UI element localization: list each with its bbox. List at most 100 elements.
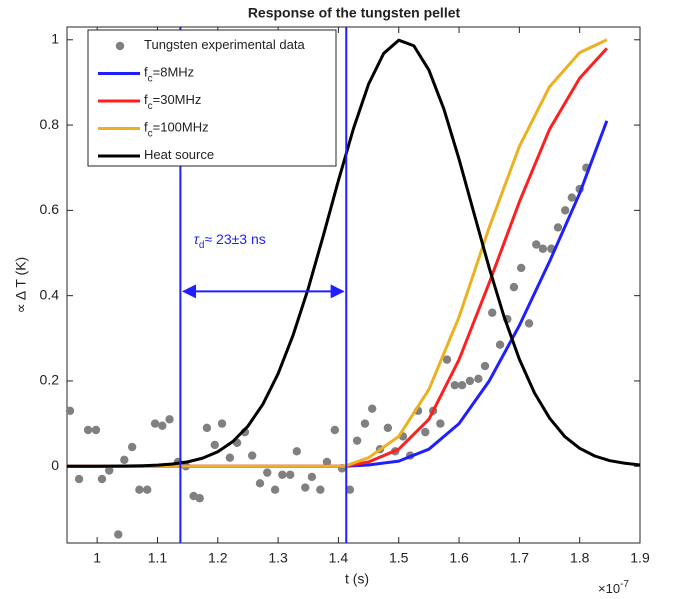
data-point [383,423,393,433]
x-tick-label: 1.9 [630,550,650,566]
annotation-sub: d [199,240,205,251]
data-point [210,440,219,450]
data-point [120,455,129,465]
data-point [538,244,548,253]
data-point [292,447,302,456]
data-point [465,376,475,386]
x-tick-label: 1.4 [329,550,349,566]
legend-label-part: c [148,73,153,84]
data-point [436,419,445,428]
legend-label-part: c [148,101,153,112]
legend-label-part: =8MHz [153,65,195,80]
data-point [127,442,137,452]
data-point [165,415,174,424]
legend-box [87,29,337,167]
y-tick-label: 0.4 [40,286,60,302]
x-axis-label: t (s) [345,571,369,587]
legend-label: fc=100MHz [144,120,209,139]
x-multiplier: ×10-7 [598,579,629,597]
x-tick-label: 1.7 [510,550,530,566]
data-point [367,404,377,413]
legend-label: fc=30MHz [144,92,201,111]
data-point [225,453,235,462]
series-line [67,38,641,468]
data-point [202,423,212,433]
data-point [330,425,340,435]
data-point [509,282,519,292]
data-point [524,319,534,328]
data-point [442,355,452,364]
y-tick-label: 1 [51,30,59,46]
legend-label-part: =100MHz [153,120,209,135]
data-point [114,530,123,539]
data-point [105,466,114,475]
legend-label-part: Heat source [144,147,214,162]
plot-box [66,26,641,544]
annotation-symbol: τ [194,231,200,247]
x-multiplier-base: ×10 [598,581,620,596]
x-multiplier-exponent: -7 [620,579,629,590]
data-point [263,468,272,477]
legend-label: Heat source [144,147,214,162]
data-point [301,483,310,492]
y-tick-label: 0.6 [40,201,60,217]
series-line [67,120,609,468]
series-line [67,47,608,468]
data-point [143,485,152,494]
data-point [421,427,430,437]
series-line [67,38,608,468]
chart-title: Response of the tungsten pellet [248,5,461,21]
y-tick-label: 0.2 [40,372,60,388]
y-tick-label: 0 [51,457,59,473]
data-point [285,470,295,479]
legend-label: fc=8MHz [144,65,194,84]
data-point [567,193,577,202]
x-tick-label: 1.8 [570,550,590,566]
data-point [480,361,490,371]
legend-label-part: Tungsten experimental data [144,37,305,52]
legend-label-part: f [144,120,148,135]
x-tick-label: 1.3 [268,550,288,566]
data-point [345,485,355,494]
data-point [97,474,107,484]
annotation: τd≈ 23±3 ns [194,231,266,251]
y-tick-label: 0.8 [40,116,60,132]
x-tick-label: 1 [93,550,101,566]
legend-marker [115,41,125,51]
data-point [495,340,505,349]
data-point [74,474,84,484]
data-point [247,451,257,460]
data-point [322,457,332,467]
legend-label-part: =30MHz [153,92,202,107]
legend-label-part: f [144,92,148,107]
data-point [450,381,460,390]
data-point [561,206,570,215]
x-tick-label: 1.1 [148,550,168,566]
data-point [352,436,362,445]
data-point [474,374,483,384]
x-tick-label: 1.5 [389,550,409,566]
data-point [270,485,280,494]
data-point [65,406,75,416]
data-point [553,223,563,232]
data-point [316,485,325,494]
data-point [278,470,287,479]
data-point [307,472,317,482]
data-point [516,263,526,273]
data-point [195,494,204,503]
data-point [457,381,467,390]
data-point [532,240,541,249]
legend-label-part: c [148,128,153,139]
x-tick-label: 1.6 [449,550,469,566]
legend-label: Tungsten experimental data [144,37,305,52]
data-point [255,479,265,488]
data-point [488,308,497,317]
data-point [83,425,93,435]
data-point [91,425,101,435]
data-point [135,485,144,494]
data-point [360,419,370,428]
x-tick-label: 1.2 [208,550,228,566]
legend-label-part: f [144,65,148,80]
